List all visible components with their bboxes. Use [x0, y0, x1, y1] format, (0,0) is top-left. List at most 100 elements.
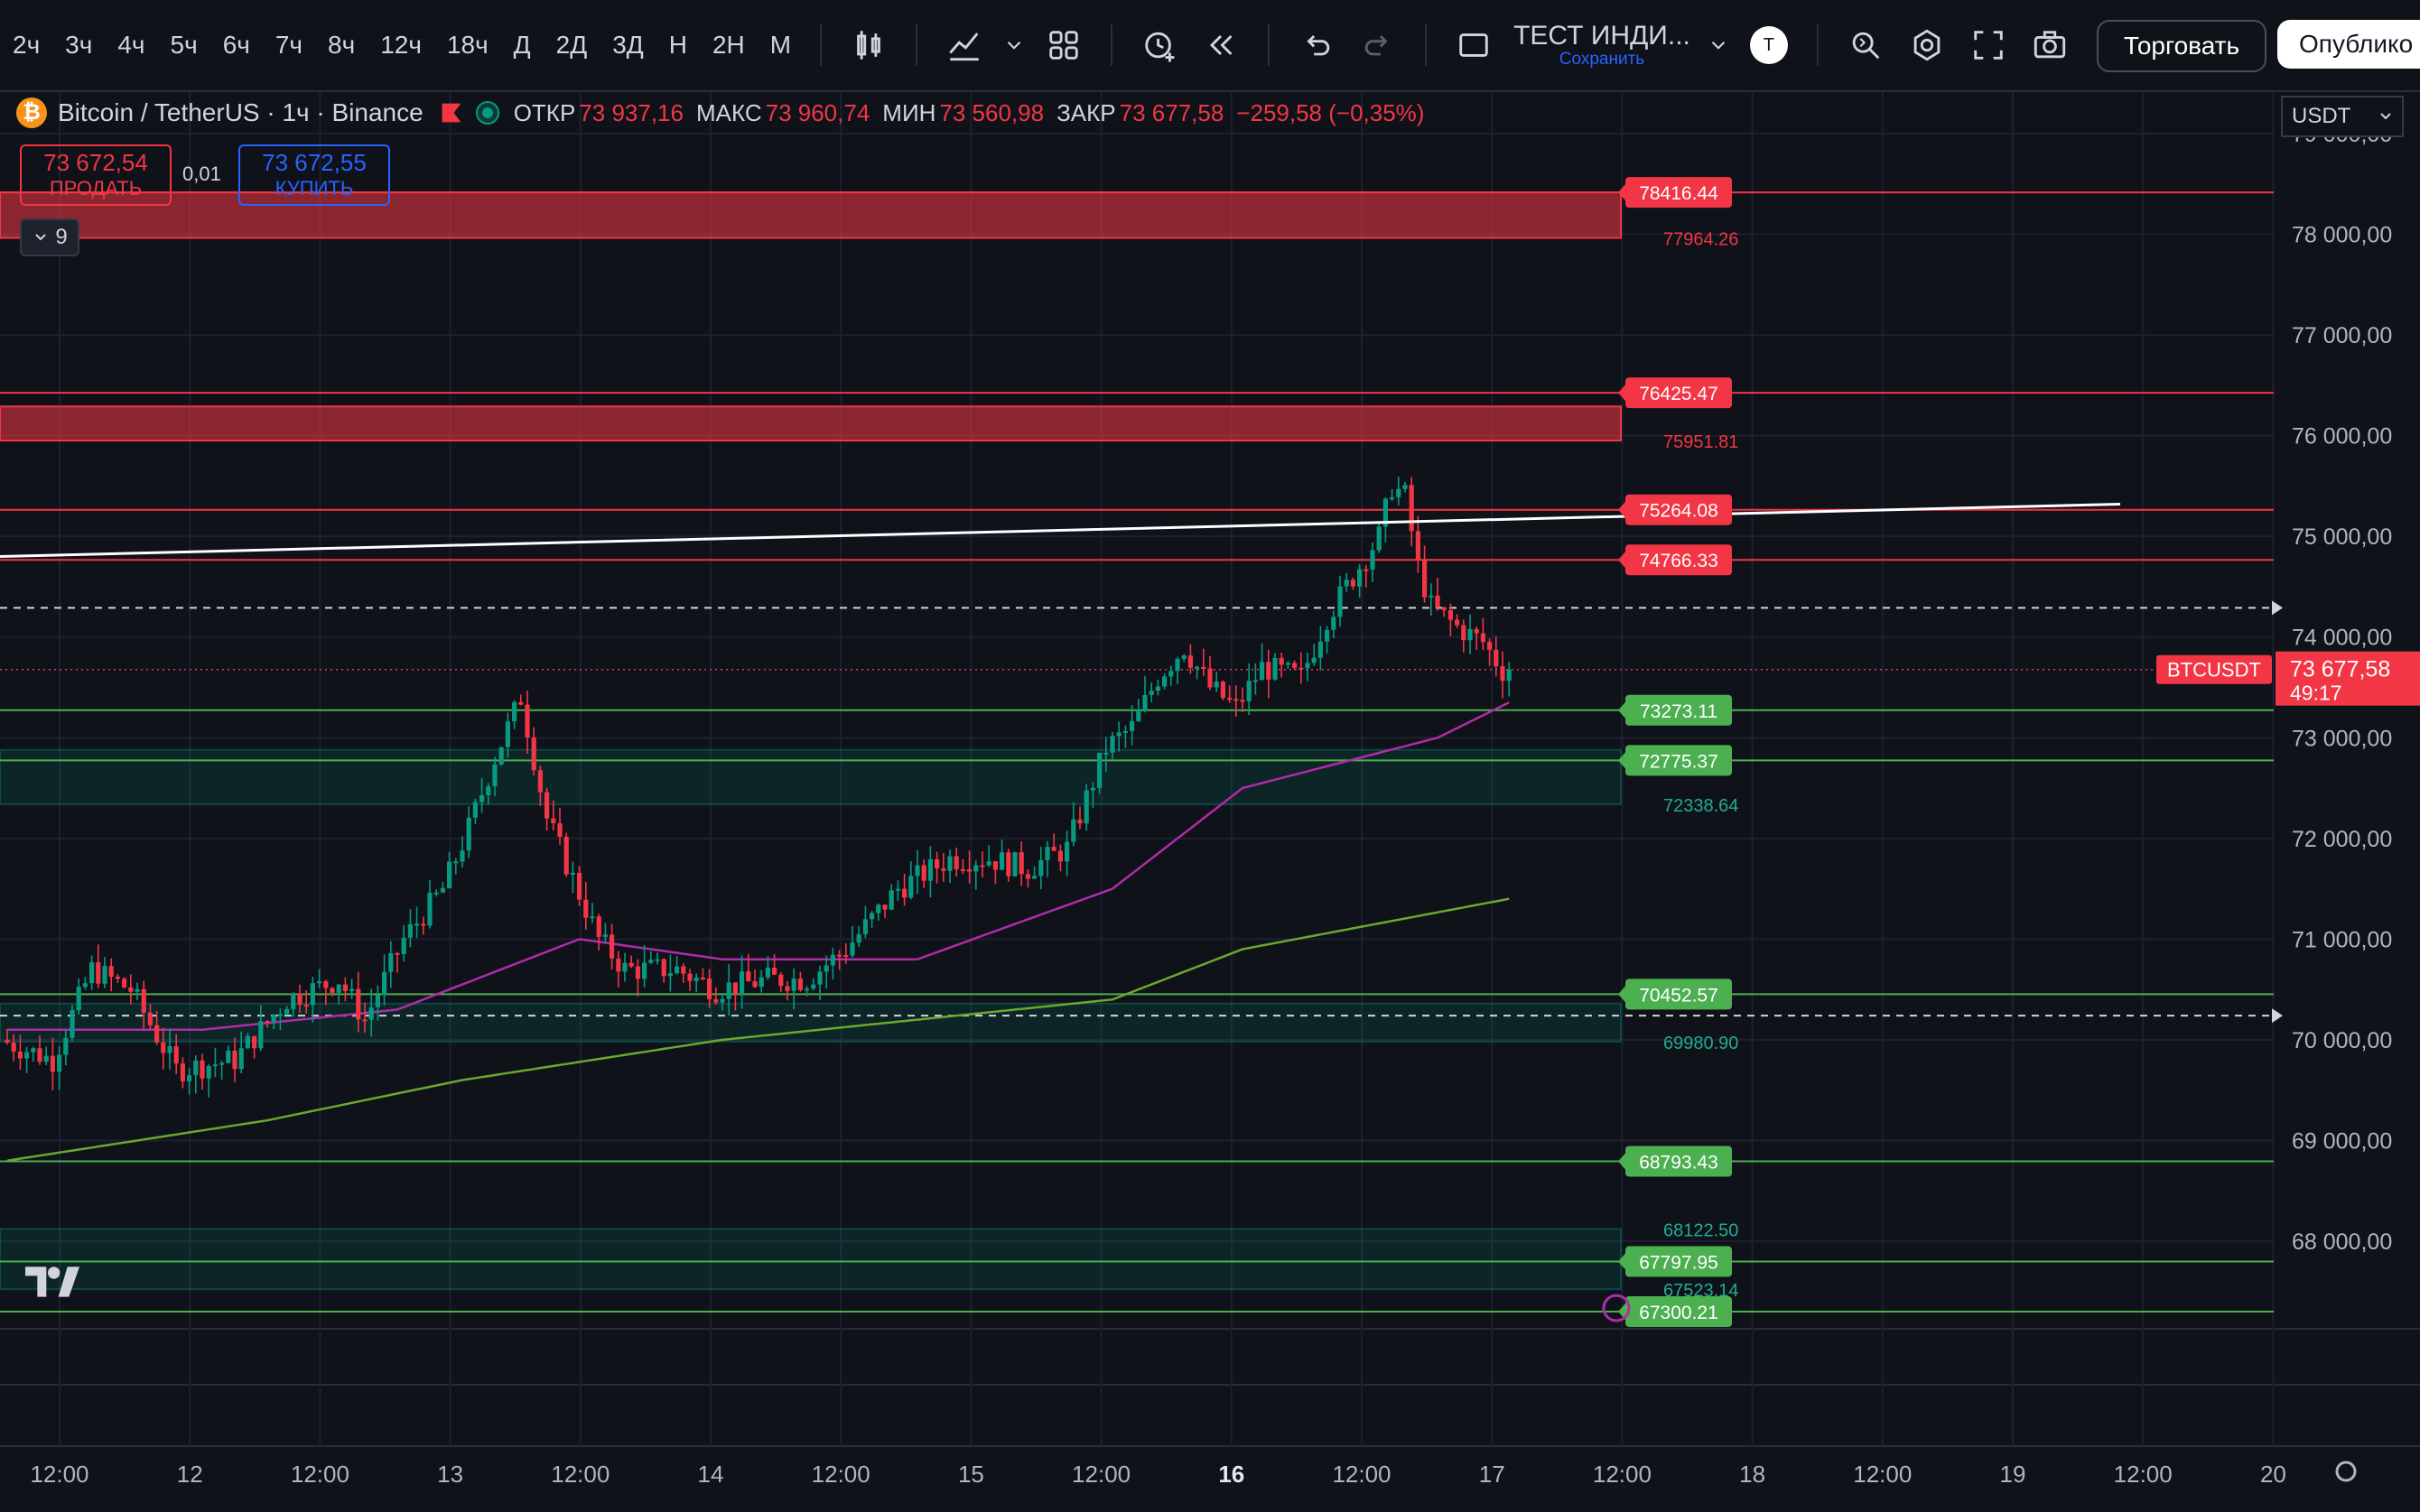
timeframe-12ч[interactable]: 12ч: [380, 31, 422, 59]
currency-select[interactable]: USDT: [2281, 96, 2404, 137]
candle-body: [1474, 628, 1479, 634]
publish-button[interactable]: Опублико: [2277, 20, 2420, 69]
fullscreen-icon[interactable]: [1963, 20, 2014, 70]
alert-icon[interactable]: [1602, 1294, 1631, 1322]
quick-search-icon[interactable]: [1840, 20, 1891, 70]
market-open-icon: [475, 101, 499, 125]
trade-button[interactable]: Торговать: [2097, 20, 2266, 72]
candle-body: [147, 1012, 153, 1025]
timeframe-4ч[interactable]: 4ч: [117, 31, 145, 59]
layout-box-icon[interactable]: [1448, 20, 1499, 70]
indicators-icon[interactable]: [939, 20, 990, 70]
candle-body: [1012, 852, 1018, 877]
chevron-down-icon: [2380, 113, 2391, 120]
price-tick-label: 68 000,00: [2292, 1229, 2392, 1255]
time-tick-label: 18: [1739, 1461, 1765, 1488]
support-zone: [0, 748, 1622, 806]
level-badge[interactable]: [1625, 177, 1732, 209]
level-badge[interactable]: [1625, 745, 1732, 776]
candle-body: [447, 861, 452, 888]
redo-icon[interactable]: [1353, 20, 1403, 70]
candle-body: [655, 959, 660, 961]
timeframe-18ч[interactable]: 18ч: [446, 31, 489, 59]
candle-body: [193, 1060, 199, 1076]
symbol-title[interactable]: Bitcoin / TetherUS · 1ч · Binance: [58, 98, 424, 126]
candle-body: [1168, 671, 1174, 677]
camera-icon[interactable]: [2024, 20, 2075, 70]
time-tick-label: 12:00: [291, 1461, 349, 1488]
layout-name[interactable]: ТЕСТ ИНДИ... Сохранить: [1513, 21, 1690, 70]
zone-price-label: 77964.26: [1663, 230, 1738, 250]
candle-body: [89, 961, 95, 984]
grid-lines: [0, 92, 2420, 1507]
timeframe-Н[interactable]: Н: [668, 31, 687, 59]
timeframe-М[interactable]: М: [769, 31, 792, 59]
layout-grid-icon[interactable]: [1038, 20, 1089, 70]
candle-body: [759, 977, 764, 988]
candle-body: [797, 979, 803, 990]
sell-button[interactable]: 73 672,54 ПРОДАТЬ: [20, 144, 172, 206]
candle-body: [726, 982, 731, 999]
level-badge[interactable]: [1625, 694, 1732, 726]
level-badge[interactable]: [1625, 979, 1732, 1010]
timeframe-2ч[interactable]: 2ч: [13, 31, 41, 59]
candle-body: [336, 984, 341, 993]
chevron-down-icon[interactable]: [1705, 20, 1732, 70]
replay-icon[interactable]: [1196, 20, 1246, 70]
level-badge[interactable]: [1625, 494, 1732, 525]
indicators-collapse-button[interactable]: 9: [20, 218, 79, 256]
candle-body: [342, 984, 348, 991]
timeframe-2Д[interactable]: 2Д: [555, 31, 588, 59]
axis-settings-icon[interactable]: [2335, 1461, 2357, 1482]
level-badge[interactable]: [1625, 1246, 1732, 1277]
trend-line[interactable]: [0, 502, 2121, 558]
candle-body: [1149, 691, 1154, 695]
timeframe-5ч[interactable]: 5ч: [170, 31, 198, 59]
candle-body: [577, 872, 582, 900]
timeframe-6ч[interactable]: 6ч: [222, 31, 250, 59]
candle-body: [1298, 667, 1304, 670]
open-label: ОТКР: [513, 98, 576, 126]
candle-body: [681, 966, 686, 974]
level-badge[interactable]: [1625, 377, 1732, 409]
timeframe-2Н[interactable]: 2Н: [712, 31, 745, 59]
candle-body: [1364, 569, 1369, 571]
avatar[interactable]: T: [1749, 26, 1788, 64]
candle-body: [1207, 668, 1213, 688]
level-badge[interactable]: [1625, 1146, 1732, 1177]
candle-body: [602, 934, 608, 937]
timeframe-3ч[interactable]: 3ч: [65, 31, 93, 59]
chevron-down-icon[interactable]: [1001, 20, 1028, 70]
candle-body: [908, 876, 914, 898]
candle-body: [460, 850, 465, 862]
timeframe-8ч[interactable]: 8ч: [328, 31, 356, 59]
timeframe-7ч[interactable]: 7ч: [275, 31, 303, 59]
candle-body: [271, 1015, 276, 1023]
timeframe-Д[interactable]: Д: [513, 31, 531, 59]
settings-icon[interactable]: [1902, 20, 1952, 70]
candle-body: [1357, 569, 1363, 587]
level-badge[interactable]: [1625, 544, 1732, 576]
time-tick-label: 16: [1218, 1461, 1244, 1488]
candle-body: [1187, 655, 1193, 668]
candle-body: [1000, 852, 1005, 870]
candle-body: [850, 942, 855, 956]
candle-body: [421, 923, 426, 926]
candles-icon[interactable]: [843, 20, 894, 70]
zone-price-label: 67523.14: [1663, 1281, 1738, 1301]
layout-save-status[interactable]: Сохранить: [1559, 50, 1645, 70]
buy-button[interactable]: 73 672,55 КУПИТЬ: [238, 144, 390, 206]
candle-body: [238, 1048, 244, 1070]
candle-body: [811, 984, 816, 989]
level-badge[interactable]: [1625, 1296, 1732, 1328]
timeframe-3Д[interactable]: 3Д: [612, 31, 644, 59]
undo-icon[interactable]: [1291, 20, 1342, 70]
alert-clock-icon[interactable]: [1134, 20, 1185, 70]
price-tick-label: 69 000,00: [2292, 1128, 2392, 1154]
candle-body: [212, 1064, 218, 1067]
flag-icon[interactable]: [440, 101, 463, 125]
candle-body: [265, 1021, 270, 1024]
level-arrow-icon: [2272, 1008, 2283, 1024]
